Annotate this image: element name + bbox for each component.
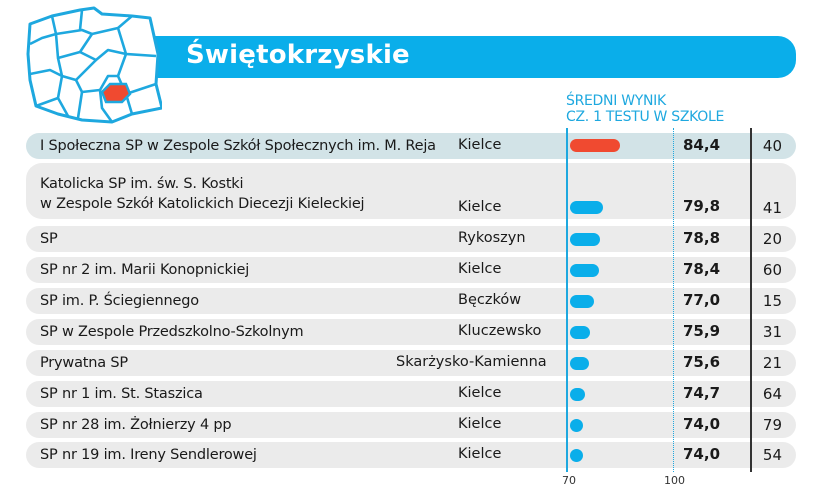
student-count: 20 — [762, 230, 782, 248]
school-city: Rykoszyn — [458, 230, 526, 246]
table-row: SP nr 28 im. Żołnierzy 4 pp Kielce 74,0 … — [26, 412, 796, 438]
school-city: Kielce — [458, 446, 502, 462]
score-column-header: ŚREDNI WYNIK CZ. 1 TESTU W SZKOLE — [566, 93, 724, 125]
table-row: Prywatna SP Skarżysko-Kamienna 75,6 21 — [26, 350, 796, 376]
swietokrzyskie-highlight — [100, 82, 132, 104]
column-header-line1: ŚREDNI WYNIK — [566, 93, 666, 109]
school-city: Kielce — [458, 385, 502, 401]
school-city: Skarżysko-Kamienna — [396, 354, 547, 370]
score-bar — [570, 326, 590, 339]
school-name: Prywatna SP — [40, 355, 128, 371]
score-bar — [570, 419, 583, 432]
column-separator — [750, 128, 752, 472]
school-score: 79,8 — [683, 197, 721, 215]
student-count: 60 — [762, 261, 782, 279]
score-bar — [570, 357, 589, 370]
student-count: 64 — [762, 385, 782, 403]
axis-line-100 — [673, 128, 674, 472]
student-count: 31 — [762, 323, 782, 341]
score-bar — [570, 201, 603, 214]
school-score: 77,0 — [683, 291, 721, 309]
student-count: 79 — [762, 416, 782, 434]
axis-tick-70: 70 — [562, 474, 576, 487]
table-row: I Społeczna SP w Zespole Szkół Społeczny… — [26, 133, 796, 159]
school-score: 75,6 — [683, 353, 721, 371]
school-name: SP w Zespole Przedszkolno-Szkolnym — [40, 324, 304, 340]
score-bar — [570, 264, 599, 277]
school-city: Kielce — [458, 261, 502, 277]
title-banner — [150, 36, 796, 78]
school-city: Kielce — [458, 416, 502, 432]
school-score: 74,7 — [683, 384, 721, 402]
column-header-line2: CZ. 1 TESTU W SZKOLE — [566, 109, 725, 125]
school-name-line2: w Zespole Szkół Katolickich Diecezji Kie… — [40, 196, 365, 212]
school-score: 78,8 — [683, 229, 721, 247]
school-name: I Społeczna SP w Zespole Szkół Społeczny… — [40, 138, 436, 154]
school-name-line1: Katolicka SP im. św. S. Kostki — [40, 176, 244, 192]
school-score: 74,0 — [683, 415, 721, 433]
student-count: 21 — [762, 354, 782, 372]
school-name: SP nr 1 im. St. Staszica — [40, 386, 203, 402]
school-city: Kielce — [458, 137, 502, 153]
table-row: SP nr 1 im. St. Staszica Kielce 74,7 64 — [26, 381, 796, 407]
school-name: SP nr 19 im. Ireny Sendlerowej — [40, 447, 257, 463]
table-row: SP w Zespole Przedszkolno-Szkolnym Klucz… — [26, 319, 796, 345]
table-row: Katolicka SP im. św. S. Kostki w Zespole… — [26, 163, 796, 219]
school-score: 78,4 — [683, 260, 721, 278]
school-city: Kluczewsko — [458, 323, 542, 339]
school-score: 74,0 — [683, 445, 721, 463]
school-city: Kielce — [458, 199, 502, 215]
axis-line-70 — [566, 128, 568, 472]
region-title: Świętokrzyskie — [186, 40, 410, 70]
school-city: Bęczków — [458, 292, 522, 308]
student-count: 54 — [762, 446, 782, 464]
score-bar — [570, 449, 583, 462]
school-name: SP nr 28 im. Żołnierzy 4 pp — [40, 417, 232, 433]
score-bar — [570, 388, 585, 401]
school-name: SP im. P. Ściegiennego — [40, 293, 199, 309]
student-count: 41 — [762, 199, 782, 217]
score-bar — [570, 139, 620, 152]
table-row: SP nr 2 im. Marii Konopnickiej Kielce 78… — [26, 257, 796, 283]
table-row: SP Rykoszyn 78,8 20 — [26, 226, 796, 252]
school-score: 84,4 — [683, 136, 721, 154]
poland-voivodeships-map-icon — [26, 6, 162, 124]
table-row: SP nr 19 im. Ireny Sendlerowej Kielce 74… — [26, 442, 796, 468]
table-row: SP im. P. Ściegiennego Bęczków 77,0 15 — [26, 288, 796, 314]
score-bar — [570, 233, 600, 246]
score-bar — [570, 295, 594, 308]
school-score: 75,9 — [683, 322, 721, 340]
axis-tick-100: 100 — [664, 474, 685, 487]
student-count: 40 — [762, 137, 782, 155]
student-count: 15 — [762, 292, 782, 310]
school-name: SP nr 2 im. Marii Konopnickiej — [40, 262, 250, 278]
school-name: SP — [40, 231, 58, 247]
